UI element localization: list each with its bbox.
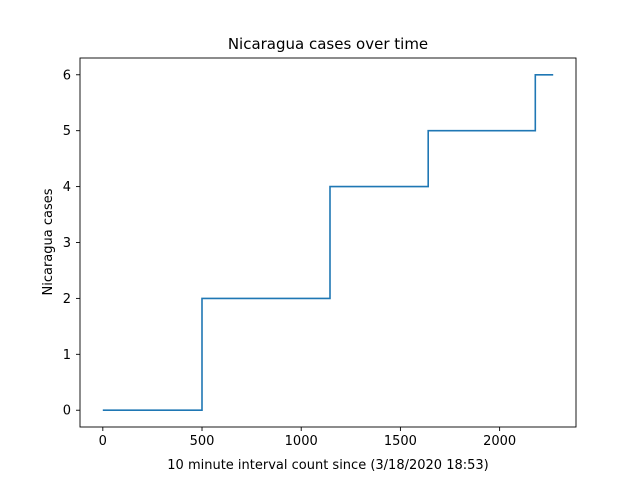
x-tick-label: 1000 — [285, 434, 318, 449]
plot-frame — [79, 57, 577, 428]
y-tick-label: 2 — [63, 292, 71, 307]
y-axis-ticks: 0 1 2 3 4 5 6 — [63, 68, 80, 419]
y-tick-label: 3 — [63, 236, 71, 251]
plot-area — [79, 57, 577, 428]
x-axis-ticks: 0 500 1000 1500 2000 — [99, 427, 516, 449]
series-line-0 — [102, 74, 554, 411]
x-axis-label: 10 minute interval count since (3/18/202… — [167, 458, 488, 473]
x-tick-label: 2000 — [483, 434, 516, 449]
x-tick-label: 1500 — [384, 434, 417, 449]
chart-title: Nicaragua cases over time — [228, 35, 428, 53]
y-tick-label: 1 — [63, 348, 71, 363]
y-tick-label: 5 — [63, 124, 71, 139]
x-tick-label: 500 — [190, 434, 215, 449]
y-tick-label: 4 — [63, 180, 71, 195]
y-axis-label: Nicaragua cases — [41, 188, 56, 295]
y-tick-label: 6 — [63, 68, 71, 83]
x-tick-label: 0 — [99, 434, 107, 449]
y-tick-label: 0 — [63, 404, 71, 419]
